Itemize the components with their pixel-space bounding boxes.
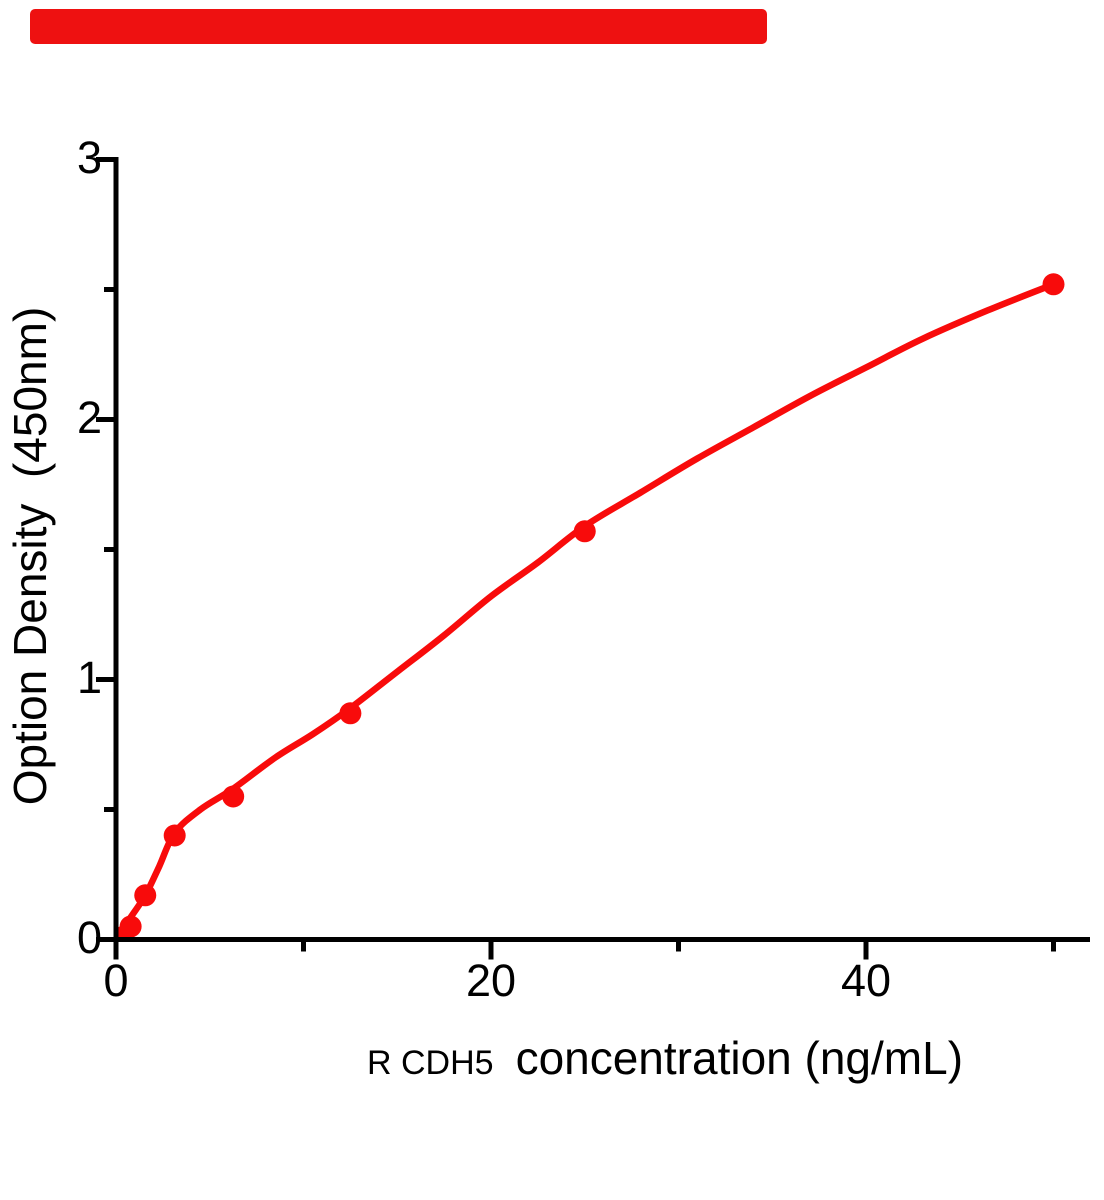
y-tick-label: 0 xyxy=(76,911,102,963)
data-points xyxy=(118,273,1065,937)
axes xyxy=(113,157,1090,942)
x-axis-title-main: concentration (ng/mL) xyxy=(515,1032,964,1084)
x-axis-title-prefix: R CDH5 xyxy=(366,1044,494,1082)
header-red-bar xyxy=(30,9,767,44)
y-tick-label: 3 xyxy=(76,131,102,183)
fit-curve xyxy=(118,281,1057,937)
x-tick-label: 40 xyxy=(840,955,892,1006)
axis-ticks xyxy=(96,157,1056,960)
y-axis-title: Option Density (450nm) xyxy=(4,306,56,806)
x-axis-title: R CDH5 concentration (ng/mL) xyxy=(367,1031,963,1085)
x-tick-label: 20 xyxy=(465,955,517,1006)
y-tick-label: 1 xyxy=(76,651,102,703)
x-tick-label: 0 xyxy=(103,955,129,1006)
y-tick-label: 2 xyxy=(76,391,102,443)
